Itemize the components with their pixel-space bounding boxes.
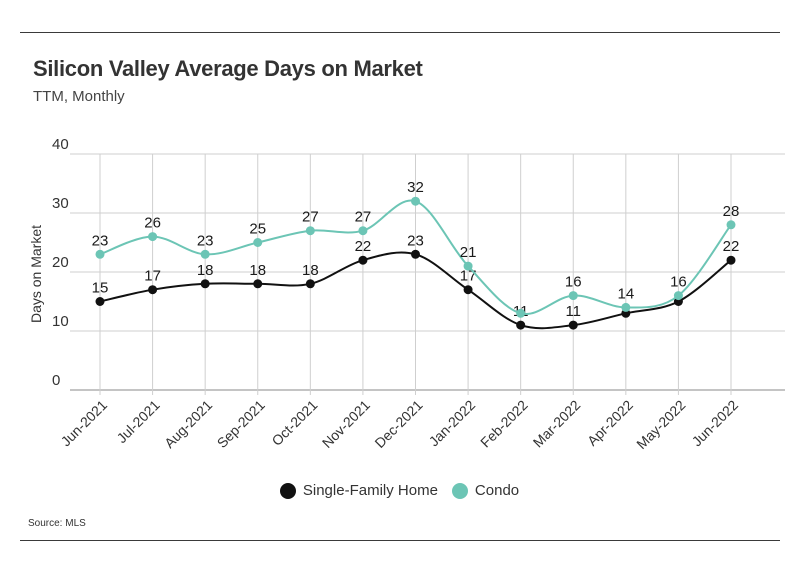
chart-subtitle: TTM, Monthly bbox=[33, 88, 125, 105]
data-label-single-family-aug-2021: 18 bbox=[197, 262, 214, 279]
data-label-condo-may-2022: 16 bbox=[670, 274, 687, 291]
top-rule bbox=[20, 32, 780, 33]
data-label-condo-sep-2021: 25 bbox=[249, 221, 266, 238]
data-label-condo-oct-2021: 27 bbox=[302, 209, 319, 226]
data-point-single-family-dec-2021 bbox=[411, 249, 420, 259]
data-point-single-family-jun-2021 bbox=[95, 297, 105, 306]
x-tick-label-mar-2022: Mar-2022 bbox=[530, 397, 584, 451]
data-label-single-family-oct-2021: 18 bbox=[302, 262, 319, 279]
data-point-single-family-oct-2021 bbox=[305, 279, 315, 289]
data-point-condo-apr-2022 bbox=[621, 302, 631, 312]
data-point-condo-feb-2022 bbox=[516, 308, 526, 318]
legend-item-condo[interactable]: Condo bbox=[451, 482, 520, 499]
data-label-condo-aug-2021: 23 bbox=[197, 232, 214, 249]
data-point-single-family-sep-2021 bbox=[253, 279, 263, 289]
y-axis-title: Days on Market bbox=[28, 225, 44, 323]
data-point-condo-aug-2021 bbox=[200, 249, 210, 259]
legend-marker-single-family bbox=[279, 482, 296, 499]
data-point-condo-may-2022 bbox=[673, 291, 683, 301]
data-label-condo-nov-2021: 27 bbox=[355, 209, 372, 226]
data-point-single-family-jan-2022 bbox=[463, 285, 473, 295]
x-tick-label-feb-2022: Feb-2022 bbox=[477, 397, 531, 451]
x-tick-label-may-2022: May-2022 bbox=[633, 397, 688, 452]
x-tick-label-aug-2021: Aug-2021 bbox=[161, 397, 215, 451]
source-note: Source: MLS bbox=[28, 518, 86, 529]
data-label-condo-jun-2022: 28 bbox=[723, 203, 740, 220]
x-tick-label-dec-2021: Dec-2021 bbox=[371, 397, 425, 451]
y-tick-label-30: 30 bbox=[52, 195, 69, 212]
chart-title: Silicon Valley Average Days on Market bbox=[33, 56, 423, 81]
y-tick-label-10: 10 bbox=[52, 313, 69, 330]
legend-label-condo: Condo bbox=[474, 482, 520, 499]
data-point-condo-nov-2021 bbox=[358, 226, 368, 236]
data-label-condo-jan-2022: 21 bbox=[460, 244, 477, 261]
data-point-single-family-feb-2022 bbox=[516, 320, 526, 330]
x-tick-label-jun-2021: Jun-2021 bbox=[58, 397, 111, 450]
data-label-single-family-dec-2021: 23 bbox=[407, 232, 424, 249]
x-tick-label-apr-2022: Apr-2022 bbox=[584, 397, 636, 449]
data-point-condo-jul-2021 bbox=[148, 232, 158, 242]
x-tick-label-oct-2021: Oct-2021 bbox=[268, 397, 320, 449]
x-tick-label-nov-2021: Nov-2021 bbox=[319, 397, 373, 451]
data-label-condo-jul-2021: 26 bbox=[144, 215, 161, 232]
data-point-condo-jun-2021 bbox=[95, 249, 105, 259]
legend-label-single-family: Single-Family Home bbox=[302, 482, 438, 499]
data-point-condo-jan-2022 bbox=[463, 261, 473, 271]
x-tick-label-jul-2021: Jul-2021 bbox=[113, 397, 162, 446]
data-label-single-family-nov-2021: 22 bbox=[355, 238, 372, 255]
data-label-single-family-sep-2021: 18 bbox=[249, 262, 266, 279]
legend-item-single-family[interactable]: Single-Family Home bbox=[279, 482, 438, 499]
legend-marker-condo bbox=[451, 482, 468, 499]
y-tick-label-20: 20 bbox=[52, 254, 69, 271]
y-tick-label-0: 0 bbox=[52, 372, 60, 389]
data-label-condo-mar-2022: 16 bbox=[565, 274, 582, 291]
y-tick-label-40: 40 bbox=[52, 136, 69, 153]
data-point-single-family-nov-2021 bbox=[358, 255, 368, 265]
data-point-single-family-jun-2022 bbox=[726, 255, 736, 265]
data-point-condo-sep-2021 bbox=[253, 238, 263, 247]
x-tick-label-jan-2022: Jan-2022 bbox=[426, 397, 479, 450]
data-point-single-family-jul-2021 bbox=[148, 285, 158, 295]
data-point-condo-jun-2022 bbox=[726, 220, 736, 230]
data-label-single-family-mar-2022: 11 bbox=[565, 303, 581, 320]
data-label-single-family-jun-2022: 22 bbox=[723, 238, 740, 255]
x-tick-label-jun-2022: Jun-2022 bbox=[689, 397, 742, 450]
data-point-condo-oct-2021 bbox=[305, 226, 315, 236]
data-point-single-family-mar-2022 bbox=[568, 320, 578, 330]
data-label-single-family-jun-2021: 15 bbox=[92, 280, 109, 297]
legend: Single-Family Home Condo bbox=[0, 482, 799, 499]
data-label-condo-apr-2022: 14 bbox=[617, 285, 634, 302]
data-point-single-family-aug-2021 bbox=[200, 279, 210, 289]
data-label-condo-jun-2021: 23 bbox=[92, 232, 109, 249]
data-label-condo-dec-2021: 32 bbox=[407, 179, 424, 196]
data-label-single-family-jul-2021: 17 bbox=[144, 268, 161, 285]
bottom-rule bbox=[20, 540, 780, 541]
x-tick-label-sep-2021: Sep-2021 bbox=[214, 397, 268, 451]
data-point-condo-dec-2021 bbox=[411, 196, 420, 206]
data-point-condo-mar-2022 bbox=[568, 291, 578, 301]
